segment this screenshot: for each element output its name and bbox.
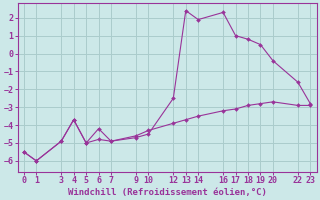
X-axis label: Windchill (Refroidissement éolien,°C): Windchill (Refroidissement éolien,°C) bbox=[68, 188, 267, 197]
